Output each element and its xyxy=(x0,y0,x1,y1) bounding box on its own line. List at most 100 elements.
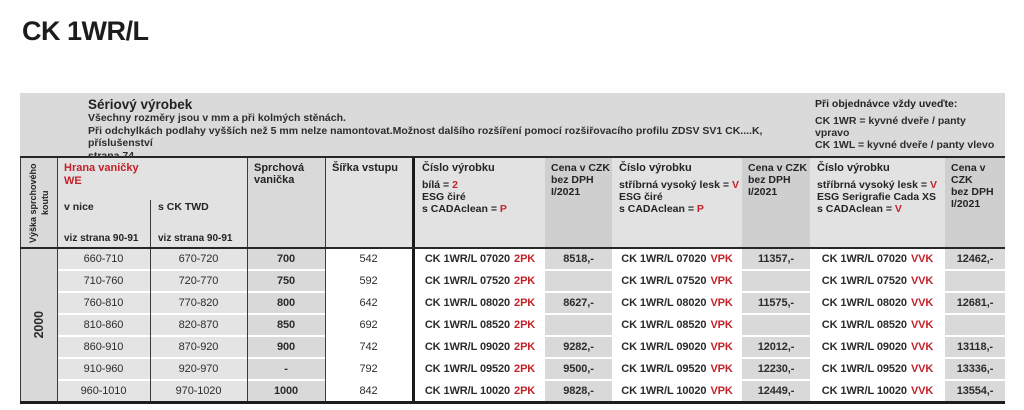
cell-product-code: CK 1WR/L 10020 VPK xyxy=(612,381,742,401)
hrana-vanicky-label: Hrana vaničky WE xyxy=(64,162,139,187)
cell-price: 12449,- xyxy=(742,381,810,401)
cell-price: 8518,- xyxy=(545,249,612,269)
table-left-border xyxy=(20,158,21,247)
cell-sirka-vstupu: 792 xyxy=(325,359,412,379)
cell-product-code: CK 1WR/L 09520 VPK xyxy=(612,359,742,379)
cell-price xyxy=(945,315,1005,335)
cell-product-code: CK 1WR/L 08520 VPK xyxy=(612,315,742,335)
cell-vanicka: 850 xyxy=(247,315,325,335)
cell-price: 11575,- xyxy=(742,293,810,313)
cell-product-code: CK 1WR/L 08520 VVK xyxy=(810,315,945,335)
header-price: Cena v CZK bez DPH I/2021 xyxy=(545,158,612,247)
cell-sirka-vstupu: 592 xyxy=(325,271,412,291)
cell-hrana-s-ck-twd: 770-820 xyxy=(150,293,247,313)
table-header: Výška sprchového koutu Hrana vaničky WE … xyxy=(20,158,1005,247)
header-product-code-silver: Číslo výrobku stříbrná vysoký lesk = V E… xyxy=(612,158,742,247)
cell-product-code: CK 1WR/L 10020 2PK xyxy=(415,381,545,401)
cell-product-code: CK 1WR/L 07520 2PK xyxy=(415,271,545,291)
column-rule xyxy=(325,158,326,247)
cell-sirka-vstupu: 642 xyxy=(325,293,412,313)
cell-vanicka: 750 xyxy=(247,271,325,291)
header-height-column: Výška sprchového koutu xyxy=(20,158,57,247)
divider-line xyxy=(20,247,1005,249)
cell-hrana-v-nice: 760-810 xyxy=(57,293,150,313)
header-price: Cena v CZK bez DPH I/2021 xyxy=(742,158,810,247)
cell-sirka-vstupu: 542 xyxy=(325,249,412,269)
thick-divider xyxy=(412,158,415,247)
cell-price: 12681,- xyxy=(945,293,1005,313)
info-heading: Sériový výrobek xyxy=(88,97,193,112)
cell-product-code: CK 1WR/L 08520 2PK xyxy=(415,315,545,335)
cell-price: 12012,- xyxy=(742,337,810,357)
viz-strana-note: viz strana 90-91 xyxy=(158,233,233,244)
cell-hrana-s-ck-twd: 720-770 xyxy=(150,271,247,291)
column-rule xyxy=(325,249,326,401)
column-rule xyxy=(57,158,58,247)
cell-hrana-s-ck-twd: 970-1020 xyxy=(150,381,247,401)
cell-vanicka: 900 xyxy=(247,337,325,357)
header-product-code-white: Číslo výrobku bílá = 2 ESG čiré s CADAcl… xyxy=(415,158,545,247)
cell-product-code: CK 1WR/L 08020 VVK xyxy=(810,293,945,313)
column-rule xyxy=(247,249,248,401)
header-hrana-group: Hrana vaničky WE v nice viz strana 90-91… xyxy=(57,158,247,247)
cell-price: 12462,- xyxy=(945,249,1005,269)
cell-hrana-v-nice: 710-760 xyxy=(57,271,150,291)
header-sprchova-vanicka: Sprchová vanička xyxy=(247,158,325,247)
cell-vanicka: - xyxy=(247,359,325,379)
height-group-value: 2000 xyxy=(31,311,46,339)
cell-vanicka: 700 xyxy=(247,249,325,269)
height-group-cell: 2000 xyxy=(20,249,57,401)
cell-hrana-s-ck-twd: 870-920 xyxy=(150,337,247,357)
cell-hrana-v-nice: 810-860 xyxy=(57,315,150,335)
cell-price: 13554,- xyxy=(945,381,1005,401)
cell-hrana-v-nice: 960-1010 xyxy=(57,381,150,401)
cell-product-code: CK 1WR/L 10020 VVK xyxy=(810,381,945,401)
cell-price xyxy=(742,315,810,335)
cell-price: 13336,- xyxy=(945,359,1005,379)
cell-sirka-vstupu: 742 xyxy=(325,337,412,357)
cell-product-code: CK 1WR/L 09520 VVK xyxy=(810,359,945,379)
page-title: CK 1WR/L xyxy=(22,16,149,46)
cell-product-code: CK 1WR/L 07520 VVK xyxy=(810,271,945,291)
cell-hrana-v-nice: 860-910 xyxy=(57,337,150,357)
table-left-border xyxy=(20,249,21,401)
height-column-label: Výška sprchového koutu xyxy=(27,162,50,243)
table-body: 2000 660-710 670-720 700 542 CK 1WR/L 07… xyxy=(20,249,1005,401)
cell-product-code: CK 1WR/L 07020 2PK xyxy=(415,249,545,269)
header-s-ck-twd: s CK TWD viz strana 90-91 xyxy=(150,200,247,247)
cell-hrana-s-ck-twd: 920-970 xyxy=(150,359,247,379)
product-table: Sériový výrobek Všechny rozměry jsou v m… xyxy=(20,93,1005,404)
order-note: Při objednávce vždy uveďte: CK 1WR = kyv… xyxy=(815,98,1001,151)
cell-price xyxy=(742,271,810,291)
header-v-nice: v nice viz strana 90-91 xyxy=(57,200,150,247)
order-note-line: CK 1WR = kyvné dveře / panty vpravo xyxy=(815,115,966,139)
cell-price: 11357,- xyxy=(742,249,810,269)
cell-price: 12230,- xyxy=(742,359,810,379)
header-product-code-serigrafie: Číslo výrobku stříbrná vysoký lesk = V E… xyxy=(810,158,945,247)
cell-price: 13118,- xyxy=(945,337,1005,357)
column-rule xyxy=(247,158,248,247)
cell-sirka-vstupu: 692 xyxy=(325,315,412,335)
cell-product-code: CK 1WR/L 09020 VPK xyxy=(612,337,742,357)
cell-price: 8627,- xyxy=(545,293,612,313)
cell-hrana-s-ck-twd: 820-870 xyxy=(150,315,247,335)
cell-product-code: CK 1WR/L 07520 VPK xyxy=(612,271,742,291)
info-line: Při odchylkách podlahy vyšších než 5 mm … xyxy=(88,124,763,150)
header-sirka-vstupu: Šířka vstupu xyxy=(325,158,412,247)
cell-product-code: CK 1WR/L 07020 VPK xyxy=(612,249,742,269)
order-note-line: CK 1WL = kyvné dveře / panty vlevo xyxy=(815,139,995,151)
cell-hrana-v-nice: 910-960 xyxy=(57,359,150,379)
cell-product-code: CK 1WR/L 09020 2PK xyxy=(415,337,545,357)
header-price: Cena v CZK bez DPH I/2021 xyxy=(945,158,1005,247)
cell-price xyxy=(545,315,612,335)
cell-hrana-v-nice: 660-710 xyxy=(57,249,150,269)
cell-price xyxy=(945,271,1005,291)
info-band: Sériový výrobek Všechny rozměry jsou v m… xyxy=(20,93,1005,162)
cell-vanicka: 800 xyxy=(247,293,325,313)
column-rule xyxy=(57,249,58,401)
info-line: Všechny rozměry jsou v mm a při kolmých … xyxy=(88,112,346,124)
cell-vanicka: 1000 xyxy=(247,381,325,401)
hrana-subcolumns: v nice viz strana 90-91 s CK TWD viz str… xyxy=(57,200,247,247)
viz-strana-note: viz strana 90-91 xyxy=(64,233,139,244)
